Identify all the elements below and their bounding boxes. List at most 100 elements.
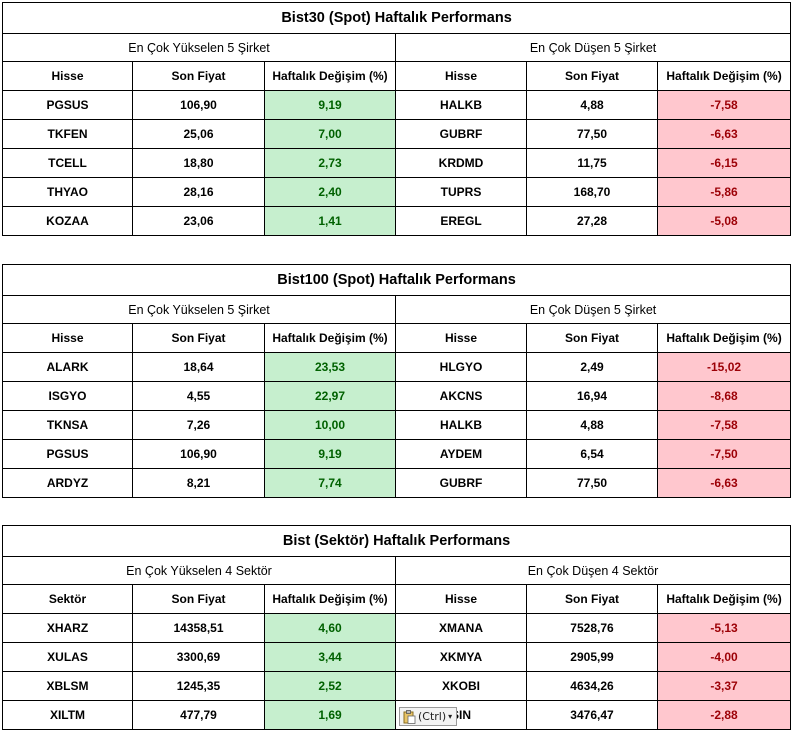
left-last-price: 18,80 [132,148,265,178]
bist30-performance-table: Bist30 (Spot) Haftalık Performans En Çok … [1,2,791,236]
right-name-column-header: Hisse [395,61,527,91]
right-stock-name: HALKB [395,90,527,120]
right-price-column-header: Son Fiyat [526,584,658,614]
right-group-header: En Çok Düşen 5 Şirket [394,33,791,62]
right-weekly-change: -8,68 [656,381,791,411]
left-weekly-change: 10,00 [264,410,396,440]
table-row: XBLSM 1245,35 2,52 XKOBI 4634,26 -3,37 [2,671,791,701]
left-weekly-change: 2,40 [264,177,396,207]
right-weekly-change: -2,88 [656,700,791,730]
right-weekly-change: -7,58 [656,90,791,120]
right-last-price: 2,49 [526,352,658,382]
right-last-price: 4634,26 [526,671,658,701]
right-change-column-header: Haftalık Değişim (%) [656,323,791,353]
right-last-price: 16,94 [526,381,658,411]
left-stock-name: KOZAA [2,206,133,236]
right-price-column-header: Son Fiyat [526,323,658,353]
left-last-price: 477,79 [132,700,265,730]
right-last-price: 4,88 [526,410,658,440]
right-stock-name: XKMYA [395,642,527,672]
right-stock-name: GUBRF [395,468,527,498]
table-title: Bist (Sektör) Haftalık Performans [1,525,791,557]
table-row: PGSUS 106,90 9,19 AYDEM 6,54 -7,50 [2,439,791,469]
right-weekly-change: -7,50 [656,439,791,469]
left-name-column-header: Hisse [2,323,133,353]
right-price-column-header: Son Fiyat [526,61,658,91]
left-stock-name: ISGYO [2,381,133,411]
right-last-price: 4,88 [526,90,658,120]
left-stock-name: XILTM [2,700,133,730]
bist-sector-performance-table: Bist (Sektör) Haftalık Performans En Çok … [1,525,791,730]
left-last-price: 25,06 [132,119,265,149]
right-stock-name: EREGL [395,206,527,236]
right-change-column-header: Haftalık Değişim (%) [656,584,791,614]
table-row: TCELL 18,80 2,73 KRDMD 11,75 -6,15 [2,148,791,178]
table-row: KOZAA 23,06 1,41 EREGL 27,28 -5,08 [2,206,791,236]
left-weekly-change: 7,74 [264,468,396,498]
left-change-column-header: Haftalık Değişim (%) [264,61,396,91]
right-last-price: 3476,47 [526,700,658,730]
left-weekly-change: 9,19 [264,90,396,120]
right-last-price: 6,54 [526,439,658,469]
table-row: XULAS 3300,69 3,44 XKMYA 2905,99 -4,00 [2,642,791,672]
right-name-column-header: Hisse [395,584,527,614]
right-group-header: En Çok Düşen 4 Sektör [394,556,791,585]
left-stock-name: PGSUS [2,439,133,469]
left-last-price: 7,26 [132,410,265,440]
left-weekly-change: 4,60 [264,613,396,643]
right-weekly-change: -6,63 [656,119,791,149]
right-last-price: 27,28 [526,206,658,236]
left-weekly-change: 1,41 [264,206,396,236]
left-weekly-change: 22,97 [264,381,396,411]
right-stock-name: XKOBI [395,671,527,701]
right-last-price: 11,75 [526,148,658,178]
left-name-column-header: Sektör [2,584,133,614]
left-stock-name: XHARZ [2,613,133,643]
left-price-column-header: Son Fiyat [132,584,265,614]
table-row: ISGYO 4,55 22,97 AKCNS 16,94 -8,68 [2,381,791,411]
left-group-header: En Çok Yükselen 5 Şirket [2,295,396,324]
left-price-column-header: Son Fiyat [132,323,265,353]
right-weekly-change: -6,63 [656,468,791,498]
paste-options-button[interactable]: (Ctrl) ▾ [399,707,457,726]
table-row: XILTM 477,79 1,69 SIN 3476,47 -2,88 [2,700,791,730]
right-stock-name: XMANA [395,613,527,643]
right-stock-name: HLGYO [395,352,527,382]
table-row: TKFEN 25,06 7,00 GUBRF 77,50 -6,63 [2,119,791,149]
left-weekly-change: 3,44 [264,642,396,672]
left-weekly-change: 7,00 [264,119,396,149]
left-stock-name: TKFEN [2,119,133,149]
table-row: ARDYZ 8,21 7,74 GUBRF 77,50 -6,63 [2,468,791,498]
left-stock-name: XULAS [2,642,133,672]
table-row: PGSUS 106,90 9,19 HALKB 4,88 -7,58 [2,90,791,120]
table-row: THYAO 28,16 2,40 TUPRS 168,70 -5,86 [2,177,791,207]
right-weekly-change: -15,02 [656,352,791,382]
left-weekly-change: 9,19 [264,439,396,469]
right-last-price: 2905,99 [526,642,658,672]
table-row: TKNSA 7,26 10,00 HALKB 4,88 -7,58 [2,410,791,440]
right-group-header: En Çok Düşen 5 Şirket [394,295,791,324]
table-title: Bist30 (Spot) Haftalık Performans [1,2,791,34]
left-last-price: 4,55 [132,381,265,411]
dropdown-arrow-icon: ▾ [448,712,453,721]
left-group-header: En Çok Yükselen 5 Şirket [2,33,396,62]
left-stock-name: ALARK [2,352,133,382]
right-weekly-change: -7,58 [656,410,791,440]
right-stock-name: TUPRS [395,177,527,207]
right-weekly-change: -5,08 [656,206,791,236]
left-stock-name: XBLSM [2,671,133,701]
left-stock-name: ARDYZ [2,468,133,498]
left-stock-name: THYAO [2,177,133,207]
left-last-price: 14358,51 [132,613,265,643]
left-weekly-change: 1,69 [264,700,396,730]
left-weekly-change: 23,53 [264,352,396,382]
right-weekly-change: -5,13 [656,613,791,643]
left-stock-name: PGSUS [2,90,133,120]
left-weekly-change: 2,73 [264,148,396,178]
left-weekly-change: 2,52 [264,671,396,701]
left-name-column-header: Hisse [2,61,133,91]
clipboard-icon [402,709,416,724]
table-row: ALARK 18,64 23,53 HLGYO 2,49 -15,02 [2,352,791,382]
left-change-column-header: Haftalık Değişim (%) [264,584,396,614]
left-last-price: 28,16 [132,177,265,207]
